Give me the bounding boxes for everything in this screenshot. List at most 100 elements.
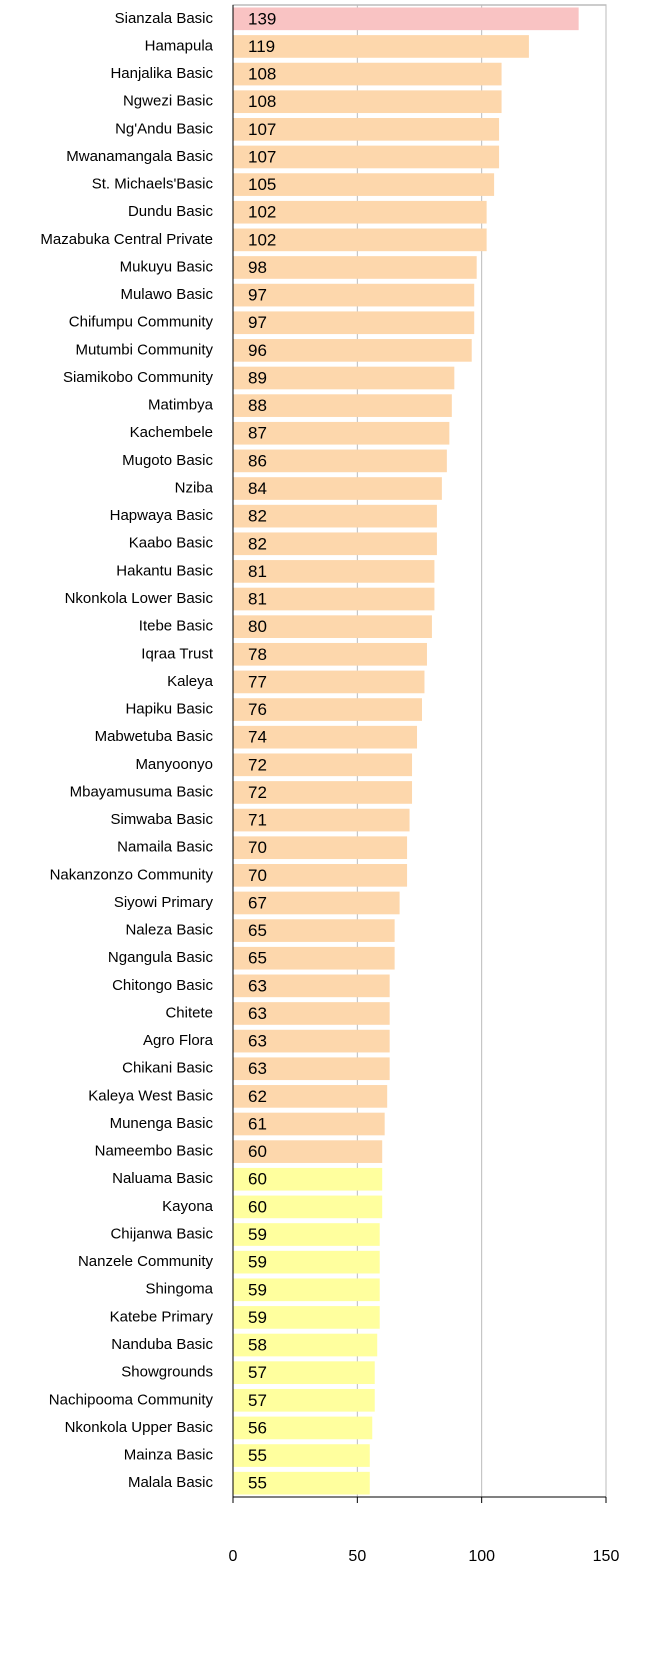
bar xyxy=(233,725,418,749)
y-tick-label: Chifumpu Community xyxy=(69,314,214,331)
bar xyxy=(233,1167,383,1191)
value-label: 87 xyxy=(248,424,267,443)
value-label: 63 xyxy=(248,976,267,995)
y-tick-label: Iqraa Trust xyxy=(141,645,214,662)
x-tick-label: 150 xyxy=(593,1548,620,1565)
bar xyxy=(233,449,447,473)
value-label: 60 xyxy=(248,1170,267,1189)
bar xyxy=(233,1361,375,1384)
value-label: 76 xyxy=(248,700,267,719)
bar xyxy=(233,504,437,528)
y-tick-label: Dundu Basic xyxy=(128,203,214,220)
bar xyxy=(233,1029,390,1053)
bar xyxy=(233,366,455,390)
value-label: 55 xyxy=(248,1474,267,1493)
value-label: 102 xyxy=(248,203,276,222)
bar xyxy=(233,394,452,417)
y-tick-label: Katebe Primary xyxy=(110,1308,214,1325)
y-tick-label: Nkonkola Upper Basic xyxy=(65,1419,214,1436)
bar xyxy=(233,1140,383,1163)
x-tick-label: 0 xyxy=(229,1548,238,1565)
bar xyxy=(233,339,472,362)
value-label: 78 xyxy=(248,645,267,664)
bar xyxy=(233,477,442,500)
bar xyxy=(233,1002,390,1025)
value-label: 67 xyxy=(248,893,267,912)
value-label: 74 xyxy=(248,728,267,747)
value-label: 57 xyxy=(248,1391,267,1410)
bar xyxy=(233,283,475,307)
bar xyxy=(233,864,408,887)
value-label: 59 xyxy=(248,1225,267,1244)
y-tick-label: Hakantu Basic xyxy=(116,562,213,579)
y-tick-label: Itebe Basic xyxy=(139,618,214,635)
value-label: 102 xyxy=(248,230,276,249)
bar xyxy=(233,421,450,445)
value-label: 70 xyxy=(248,838,267,857)
bar xyxy=(233,1306,380,1329)
bar xyxy=(233,974,390,998)
value-label: 96 xyxy=(248,341,267,360)
bar xyxy=(233,1057,390,1081)
y-tick-label: Hanjalika Basic xyxy=(110,65,213,82)
value-label: 63 xyxy=(248,1032,267,1051)
bar xyxy=(233,781,413,804)
bar xyxy=(233,753,413,777)
y-tick-label: Manyoonyo xyxy=(135,756,213,773)
bar xyxy=(233,532,437,556)
y-tick-label: Simwaba Basic xyxy=(110,811,213,828)
value-label: 82 xyxy=(248,534,267,553)
value-label: 65 xyxy=(248,949,267,968)
y-tick-label: Naleza Basic xyxy=(125,922,213,939)
value-label: 77 xyxy=(248,672,267,691)
y-tick-label: Kaabo Basic xyxy=(129,535,214,552)
value-label: 62 xyxy=(248,1087,267,1106)
bar xyxy=(233,808,410,832)
bar xyxy=(233,560,435,583)
value-label: 98 xyxy=(248,258,267,277)
bar xyxy=(233,670,425,694)
value-label: 108 xyxy=(248,65,276,84)
bar xyxy=(233,7,579,31)
value-label: 59 xyxy=(248,1253,267,1272)
value-label: 88 xyxy=(248,396,267,415)
value-label: 82 xyxy=(248,507,267,526)
y-tick-label: Ngangula Basic xyxy=(108,949,214,966)
y-tick-label: Nakanzonzo Community xyxy=(50,866,214,883)
bar xyxy=(233,1278,380,1302)
y-tick-label: Nanzele Community xyxy=(78,1253,214,1270)
bar xyxy=(233,173,495,196)
y-tick-label: Agro Flora xyxy=(143,1032,214,1049)
y-tick-label: Shingoma xyxy=(145,1281,213,1298)
value-label: 86 xyxy=(248,451,267,470)
y-tick-label: Naluama Basic xyxy=(112,1170,213,1187)
value-label: 71 xyxy=(248,811,267,830)
bar xyxy=(233,1416,373,1440)
value-label: 119 xyxy=(248,37,275,56)
bar xyxy=(233,90,502,114)
value-label: 59 xyxy=(248,1308,267,1327)
value-label: 61 xyxy=(248,1114,267,1133)
bar xyxy=(233,228,487,252)
value-label: 65 xyxy=(248,921,267,940)
y-tick-label: Hapiku Basic xyxy=(125,701,213,718)
value-label: 72 xyxy=(248,755,267,774)
y-tick-label: Mbayamusuma Basic xyxy=(70,783,214,800)
bar xyxy=(233,615,432,638)
value-label: 97 xyxy=(248,286,267,305)
bar xyxy=(233,311,475,335)
bar xyxy=(233,1333,378,1357)
value-label: 80 xyxy=(248,617,267,636)
y-tick-label: Showgrounds xyxy=(121,1364,213,1381)
value-label: 63 xyxy=(248,1059,267,1078)
value-label: 70 xyxy=(248,866,267,885)
y-tick-label: Hapwaya Basic xyxy=(110,507,214,524)
y-tick-label: Nameembo Basic xyxy=(95,1143,214,1160)
value-label: 105 xyxy=(248,175,276,194)
y-tick-label: Nkonkola Lower Basic xyxy=(65,590,214,607)
y-tick-label: Mukuyu Basic xyxy=(120,258,214,275)
bar xyxy=(233,1388,375,1412)
bar xyxy=(233,587,435,611)
bar xyxy=(233,1223,380,1246)
